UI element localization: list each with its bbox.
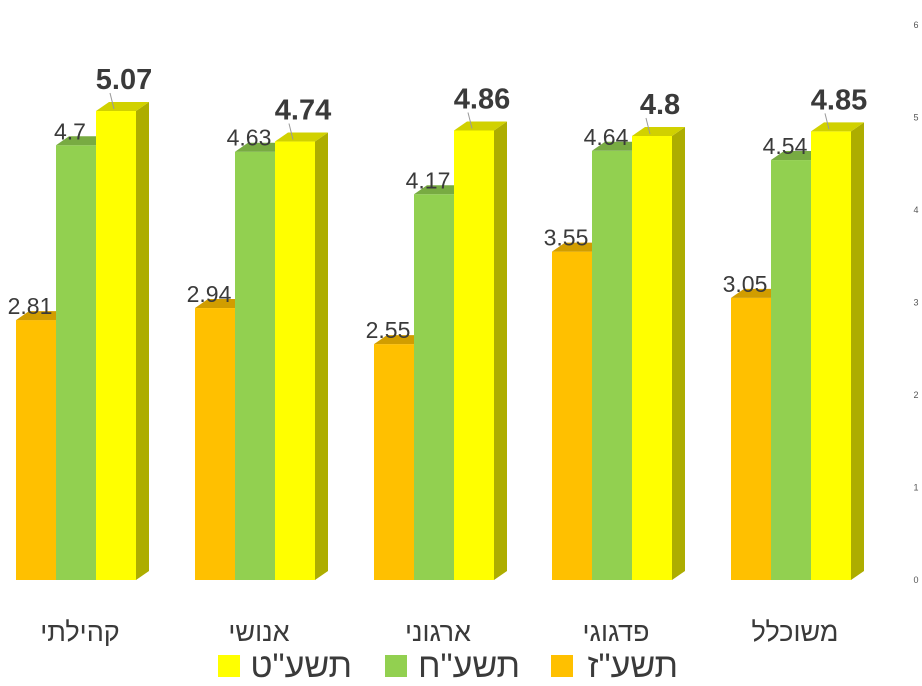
bar-top	[592, 141, 645, 151]
bar-top	[195, 299, 248, 309]
value-label: 4.17	[406, 167, 451, 193]
legend-swatch	[551, 655, 573, 677]
category-label: קהילתי	[40, 617, 119, 647]
bar-side	[315, 132, 328, 581]
bar-top	[454, 121, 507, 131]
y-tick-label: 3	[913, 298, 918, 308]
value-label: 2.94	[187, 281, 232, 307]
category-label: משוכלל	[752, 617, 839, 647]
value-label-leader	[288, 123, 294, 140]
value-label: 4.64	[584, 124, 629, 150]
category-label: פדגוגי	[583, 617, 650, 647]
legend-swatch	[218, 655, 240, 677]
bar-top	[374, 335, 427, 345]
bar	[96, 111, 136, 581]
legend-label: תשע"ט	[250, 647, 352, 685]
bar-top	[414, 185, 467, 195]
value-label: 4.7	[54, 118, 86, 144]
bar	[374, 344, 414, 580]
bar-top	[235, 142, 288, 152]
y-tick-label: 1	[913, 483, 918, 493]
bar-side	[672, 127, 685, 580]
category-label: אנושי	[228, 617, 289, 647]
bar	[235, 151, 275, 580]
bar	[632, 136, 672, 580]
value-label-leader	[109, 92, 115, 110]
bar-side	[494, 121, 507, 580]
y-tick-label: 5	[913, 113, 918, 123]
bar	[454, 130, 494, 580]
y-tick-label: 2	[913, 390, 918, 400]
bar	[811, 131, 851, 580]
bar	[16, 320, 56, 580]
bar	[771, 160, 811, 581]
value-label: 4.63	[227, 125, 272, 151]
legend-swatch	[385, 655, 407, 677]
bar-top	[811, 122, 864, 132]
value-label-leader	[645, 117, 651, 135]
bar	[195, 308, 235, 580]
bar-top	[731, 288, 784, 298]
value-label: 4.85	[811, 84, 867, 116]
bar	[731, 297, 771, 580]
value-label: 2.81	[8, 293, 53, 319]
bar-side	[136, 102, 149, 581]
y-tick-label: 0	[913, 575, 918, 585]
value-label-leader	[467, 112, 473, 129]
value-label: 4.54	[763, 133, 808, 159]
bar	[414, 194, 454, 580]
bar-top	[275, 132, 328, 142]
bar-side	[851, 122, 864, 580]
category-label: ארגוני	[405, 617, 471, 647]
value-label: 4.86	[454, 83, 510, 115]
value-label: 3.55	[544, 225, 589, 251]
value-label: 3.05	[723, 271, 768, 297]
y-tick-label: 4	[913, 205, 918, 215]
bar-top	[552, 242, 605, 252]
bar	[275, 141, 315, 581]
value-label: 4.8	[640, 89, 680, 121]
legend-label: תשע"ח	[418, 647, 520, 685]
bar	[592, 150, 632, 581]
value-label: 4.74	[275, 95, 331, 127]
bar-top	[56, 136, 109, 146]
legend-label: תשע"ז	[588, 647, 678, 685]
value-label-leader	[824, 113, 830, 130]
bar-top	[771, 151, 824, 161]
bar-top	[96, 102, 149, 112]
value-label: 2.55	[366, 317, 411, 343]
bar-top	[16, 311, 69, 321]
y-tick-label: 6	[913, 20, 918, 30]
bar	[56, 145, 96, 580]
bar-top	[632, 127, 685, 136]
value-label: 5.07	[96, 64, 152, 96]
bar	[552, 251, 592, 580]
